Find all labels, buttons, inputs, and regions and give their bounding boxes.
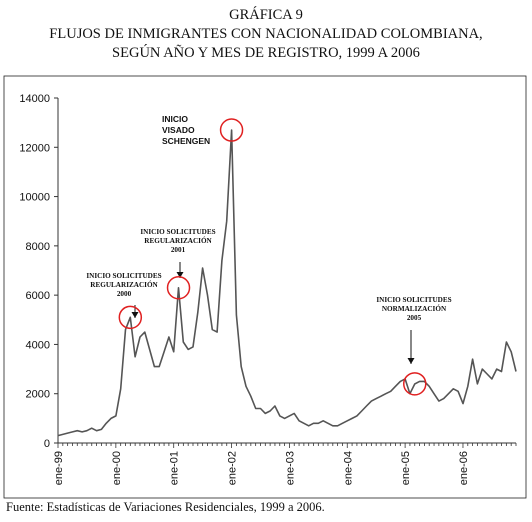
x-tick-label: ene-04 [342,451,354,485]
x-tick-label: ene-03 [284,451,296,485]
chart-axes: 0 2000 4000 6000 8000 10000 12000 14000 ene-99 en… [19,93,517,485]
y-tick-label: 8000 [26,241,50,253]
y-tick-label: 0 [44,438,50,450]
annotation-text: VISADO [162,125,195,135]
y-tick-label: 12000 [19,142,50,154]
line-chart: 0 2000 4000 6000 8000 10000 12000 14000 ene-99 en… [3,75,527,499]
annotation-text: 2000 [117,290,132,298]
y-tick-label: 2000 [26,389,50,401]
annotation-arrowhead [176,272,184,278]
x-tick-label: ene-02 [227,451,239,485]
annotation-arrowhead [407,358,415,364]
annotation-text: 2001 [171,246,186,254]
annotation-circle [118,305,143,330]
x-tick-label: ene-00 [111,451,123,485]
chart-heading: GRÁFICA 9 FLUJOS DE INMIGRANTES CON NACI… [0,6,532,63]
annotation-text: INICIO SOLICITUDES [376,296,451,304]
chart-series [57,129,517,437]
annotation-circle [403,372,427,396]
y-tick-label: 14000 [19,93,50,105]
annotation-text: REGULARIZACIÓN [90,279,158,289]
annotation-text: 2005 [407,314,422,322]
y-tick-label: 10000 [19,192,50,204]
x-tick-label: ene-05 [400,451,412,485]
annotation-text: INICIO SOLICITUDES [86,272,161,280]
series-line [57,129,517,437]
annotation-circle [219,118,244,142]
annotation-text: INICIO [162,114,188,124]
annotation-text: SCHENGEN [162,136,210,146]
chart-title-line-1: FLUJOS DE INMIGRANTES CON NACIONALIDAD C… [49,26,483,42]
annotation-text: INICIO SOLICITUDES [140,228,215,236]
chart-title-line-2: SEGÚN AÑO Y MES DE REGISTRO, 1999 A 2006 [112,45,420,61]
y-tick-label: 4000 [26,339,50,351]
annotation-text: REGULARIZACIÓN [144,235,212,245]
y-tick-label: 6000 [26,290,50,302]
source-note: Fuente: Estadísticas de Variaciones Resi… [6,500,325,514]
x-tick-label: ene-06 [458,451,470,485]
x-tick-label: ene-01 [169,451,181,485]
annotation-circle [166,276,191,300]
annotation-arrowhead [131,312,139,318]
chart-frame [3,75,527,499]
x-tick-label: ene-99 [53,451,65,485]
chart-number-title: GRÁFICA 9 [229,7,303,23]
annotation-text: NORMALIZACIÓN [382,303,447,313]
